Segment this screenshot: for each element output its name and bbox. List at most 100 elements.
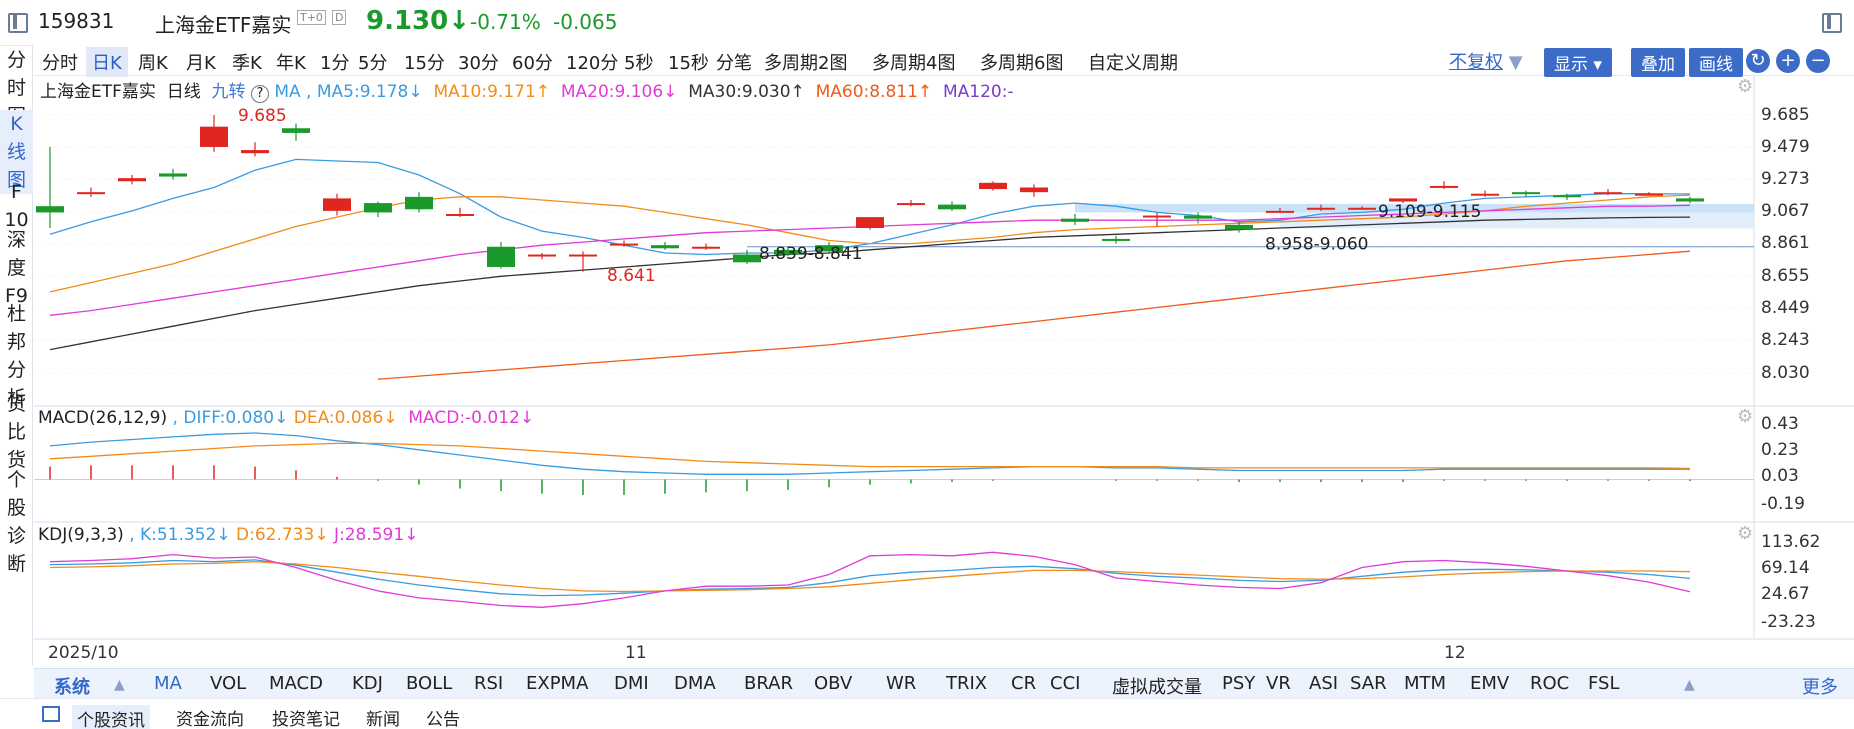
indicator-23[interactable]: ROC [1530, 673, 1570, 694]
indicator-17[interactable]: PSY [1222, 673, 1256, 694]
period-1[interactable]: 日K [86, 47, 128, 77]
period-15[interactable]: 多周期2图 [764, 53, 848, 74]
indicator-1[interactable]: MA [154, 673, 182, 694]
collapse-icon[interactable] [42, 706, 60, 722]
period-16[interactable]: 多周期4图 [872, 53, 956, 74]
adjust-dropdown[interactable]: 不复权 ▼ [1449, 48, 1523, 74]
bottom-tab-3[interactable]: 新闻 [366, 710, 400, 729]
period-14[interactable]: 分笔 [716, 53, 752, 74]
left-tab-6[interactable]: 个股诊断 [0, 466, 33, 578]
candle-body [1143, 215, 1171, 218]
candle-body [897, 203, 925, 206]
indicator-2[interactable]: VOL [210, 673, 247, 694]
panel-toggle-icon[interactable] [1822, 13, 1842, 33]
y-tick: 0.03 [1761, 465, 1799, 486]
indicator-0[interactable]: 系统 [54, 677, 90, 698]
period-10[interactable]: 60分 [512, 53, 553, 74]
ma5-value: MA5:9.178↓ [316, 82, 423, 102]
macd-settings-icon[interactable]: ⚙ [1737, 406, 1754, 427]
draw-line-button[interactable]: 画线 [1689, 48, 1743, 77]
period-3[interactable]: 月K [186, 53, 216, 74]
y-tick: 24.67 [1761, 583, 1810, 604]
period-17[interactable]: 多周期6图 [980, 53, 1064, 74]
indicator-13[interactable]: TRIX [946, 673, 988, 694]
candle-body [979, 182, 1007, 190]
indicator-19[interactable]: ASI [1309, 673, 1339, 694]
minus-icon[interactable]: − [1806, 49, 1830, 73]
indicator-15[interactable]: CCI [1050, 673, 1081, 694]
candle-body [487, 246, 515, 267]
macd-dea-value: DEA:0.086↓ [293, 408, 398, 428]
kline-chart[interactable]: 9.685 8.641 8.839-8.841 8.958-9.060 9.109-9.… [34, 76, 1854, 666]
scroll-up-icon-2[interactable]: ▲ [1684, 677, 1695, 693]
indicator-8[interactable]: DMI [614, 673, 649, 694]
sidebar-toggle-icon[interactable] [8, 13, 28, 33]
kdj-settings-icon[interactable]: ⚙ [1737, 523, 1754, 544]
period-9[interactable]: 30分 [458, 53, 499, 74]
kdj-d-line [49, 561, 1691, 593]
period-2[interactable]: 周K [138, 53, 168, 74]
refresh-icon[interactable]: ↻ [1746, 49, 1770, 73]
kdj-d-value: D:62.733↓ [236, 525, 329, 545]
y-tick: -0.19 [1761, 494, 1805, 514]
left-tab-char: 度 [6, 257, 26, 279]
kline-settings-icon[interactable]: ⚙ [1737, 76, 1754, 97]
more-indicators-link[interactable]: 更多 [1802, 677, 1838, 698]
period-8[interactable]: 15分 [404, 53, 445, 74]
overlay-button[interactable]: 叠加 [1631, 48, 1685, 77]
help-icon[interactable]: ? [250, 85, 269, 103]
indicator-24[interactable]: FSL [1588, 673, 1620, 694]
period-11[interactable]: 120分 [566, 53, 619, 74]
indicator-18[interactable]: VR [1266, 673, 1291, 694]
candle-body [1225, 224, 1253, 230]
candle-body [692, 246, 720, 249]
indicator-12[interactable]: WR [886, 673, 917, 694]
left-tab-char: 比 [6, 421, 26, 443]
period-4[interactable]: 季K [232, 53, 262, 74]
left-tab-5[interactable]: 货比货 [0, 390, 33, 474]
indicator-6[interactable]: RSI [474, 673, 504, 694]
left-tab-4[interactable]: 杜邦分析 [0, 300, 33, 412]
period-13[interactable]: 15秒 [668, 53, 709, 74]
indicator-9[interactable]: DMA [674, 673, 716, 694]
scroll-up-icon[interactable]: ▲ [114, 677, 125, 693]
candle-body [241, 150, 269, 154]
indicator-21[interactable]: MTM [1404, 673, 1447, 694]
period-7[interactable]: 5分 [358, 53, 388, 74]
indicator-11[interactable]: OBV [814, 673, 853, 694]
nine-turn-label[interactable]: 九转 [211, 82, 246, 102]
period-0[interactable]: 分时 [42, 53, 78, 74]
period-18[interactable]: 自定义周期 [1088, 53, 1178, 74]
y-tick: 9.479 [1761, 137, 1810, 158]
bottom-tab-4[interactable]: 公告 [426, 710, 460, 729]
show-button[interactable]: 显示 ▾ [1544, 48, 1612, 77]
left-tab-2[interactable]: F 10 [0, 178, 33, 234]
indicator-22[interactable]: EMV [1470, 673, 1510, 694]
bottom-tab-1[interactable]: 资金流向 [176, 710, 244, 729]
left-tab-3[interactable]: 深度 F9 [0, 226, 33, 310]
indicator-3[interactable]: MACD [269, 673, 323, 694]
period-12[interactable]: 5秒 [624, 53, 654, 74]
indicator-10[interactable]: BRAR [744, 673, 793, 694]
indicator-5[interactable]: BOLL [406, 673, 453, 694]
kdj-legend: KDJ(9,3,3) , K:51.352↓ D:62.733↓ J:28.59… [38, 525, 418, 545]
bottom-tab-2[interactable]: 投资笔记 [272, 710, 340, 729]
candle-body [200, 126, 228, 147]
indicator-7[interactable]: EXPMA [526, 673, 589, 694]
candle-body [1061, 218, 1089, 222]
period-6[interactable]: 1分 [320, 53, 350, 74]
macd-dea-line [49, 442, 1691, 470]
bottom-tab-0[interactable]: 个股资讯 [72, 705, 150, 729]
plus-icon[interactable]: + [1776, 49, 1800, 73]
indicator-4[interactable]: KDJ [352, 673, 383, 694]
indicator-14[interactable]: CR [1011, 673, 1037, 694]
y-tick: 113.62 [1761, 532, 1821, 552]
indicator-16[interactable]: 虚拟成交量 [1112, 677, 1202, 698]
period-5[interactable]: 年K [276, 53, 306, 74]
indicator-20[interactable]: SAR [1350, 673, 1387, 694]
current-price: 9.130↓ [366, 6, 471, 36]
y-tick: 0.23 [1761, 439, 1799, 460]
candle-body [938, 204, 966, 210]
candle-body [1020, 187, 1048, 193]
